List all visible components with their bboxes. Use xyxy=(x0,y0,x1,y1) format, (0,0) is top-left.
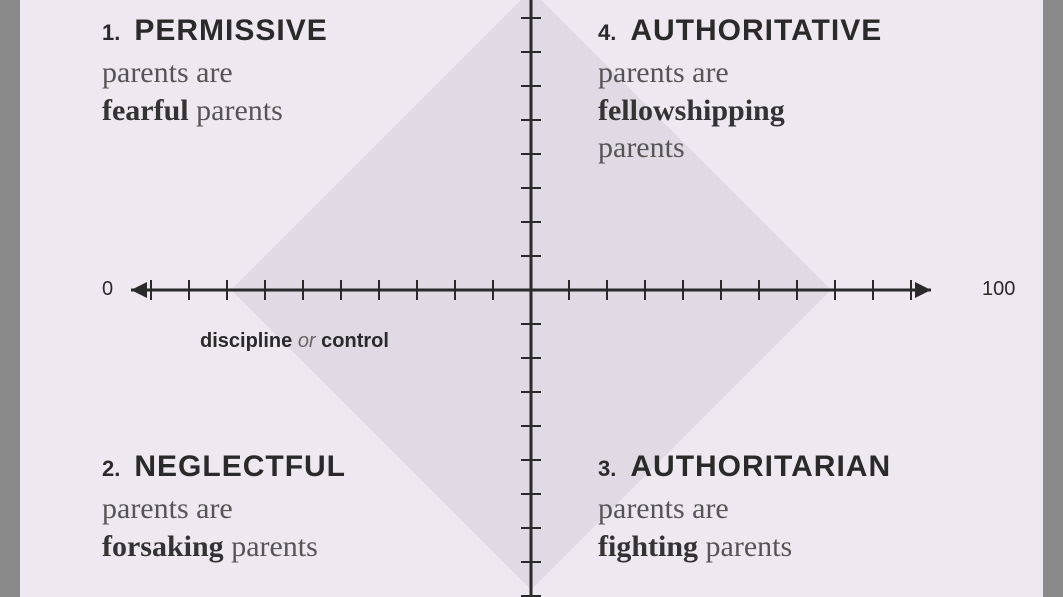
x-axis-start-label: 0 xyxy=(102,278,113,301)
quadrant-description: parents are fellowshipping parents xyxy=(598,54,958,167)
x-axis-label: discipline or control xyxy=(200,330,389,353)
quadrant-authoritative: 4. AUTHORITATIVE parents are fellowshipp… xyxy=(598,14,958,167)
quadrant-title: AUTHORITATIVE xyxy=(630,14,882,47)
quadrant-title: AUTHORITARIAN xyxy=(630,450,891,483)
quadrant-number: 4. xyxy=(598,20,616,45)
quadrant-title: PERMISSIVE xyxy=(134,14,327,47)
quadrant-neglectful: 2. NEGLECTFUL parents are forsaking pare… xyxy=(102,450,462,565)
quadrant-description: parents are fighting parents xyxy=(598,490,958,565)
quadrant-number: 1. xyxy=(102,20,120,45)
quadrant-diagram: { "type": "quadrant-diagram", "backgroun… xyxy=(20,0,1043,597)
quadrant-title: NEGLECTFUL xyxy=(134,450,346,483)
x-axis-end-label: 100 xyxy=(982,278,1015,301)
quadrant-number: 3. xyxy=(598,456,616,481)
quadrant-description: parents are forsaking parents xyxy=(102,490,462,565)
quadrant-authoritarian: 3. AUTHORITARIAN parents are fighting pa… xyxy=(598,450,958,565)
quadrant-permissive: 1. PERMISSIVE parents are fearful parent… xyxy=(102,14,462,129)
quadrant-number: 2. xyxy=(102,456,120,481)
quadrant-description: parents are fearful parents xyxy=(102,54,462,129)
